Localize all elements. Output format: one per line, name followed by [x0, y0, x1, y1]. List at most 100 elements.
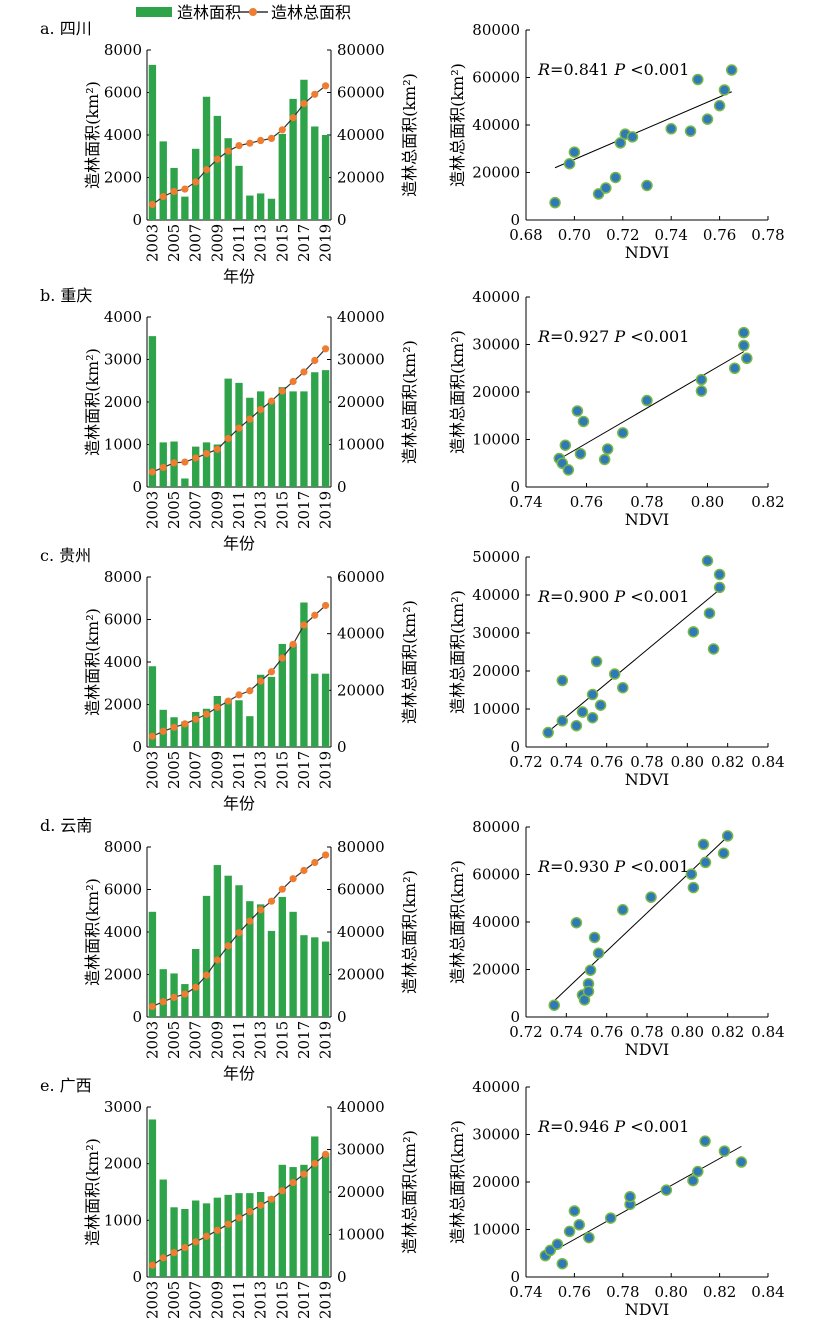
- y2-tick-label: 20000: [337, 681, 385, 699]
- y-axis-label: 造林面积(km²): [83, 1138, 102, 1246]
- bar: [311, 1136, 319, 1277]
- line-point: [289, 114, 297, 122]
- line-point: [321, 82, 330, 90]
- line-point: [192, 178, 200, 186]
- scatter-point: [556, 674, 569, 687]
- scatter-point: [563, 157, 576, 170]
- y2-tick-label: 20000: [337, 169, 385, 187]
- fit-line: [547, 590, 718, 733]
- bar: [148, 911, 157, 1017]
- fit-line: [554, 91, 732, 169]
- bar: [321, 370, 330, 487]
- y-tick-label: 1000: [104, 1211, 142, 1229]
- x-tick-label: 2003: [143, 1021, 161, 1059]
- bar: [300, 602, 308, 747]
- scatter-x-axis-label: NDVI: [625, 510, 669, 529]
- y2-tick-label: 40000: [337, 308, 385, 326]
- line-point: [278, 885, 286, 893]
- line-point: [246, 1207, 254, 1216]
- line-point: [202, 166, 211, 174]
- line-point: [246, 687, 254, 695]
- scatter-y-tick-label: 30000: [472, 1126, 520, 1144]
- scatter-point: [609, 171, 622, 184]
- scatter-panel-1: 0 20000 40000 60000 80000 0.68 0.70 0.72 0.74 0.7…: [448, 21, 785, 262]
- line-point: [235, 424, 243, 432]
- bar: [278, 1164, 286, 1277]
- bar: [181, 984, 189, 1017]
- scatter-point: [692, 1165, 704, 1178]
- scatter-x-tick-label: 0.74: [509, 493, 542, 511]
- bar: [192, 949, 200, 1017]
- line-point: [202, 971, 211, 979]
- y2-axis-label: 造林总面积(km²): [400, 340, 419, 464]
- scatter-x-axis-label: NDVI: [625, 243, 669, 262]
- y-tick-label: 4000: [104, 653, 142, 671]
- scatter-point: [588, 931, 601, 944]
- line-point: [192, 983, 200, 991]
- x-axis-label: 年份: [223, 1064, 255, 1083]
- scatter-point: [551, 1238, 564, 1250]
- x-tick-label: 2011: [230, 1021, 248, 1059]
- line-point: [311, 611, 319, 619]
- line-point: [235, 1214, 243, 1222]
- x-tick-label: 2017: [295, 751, 313, 789]
- scatter-point: [598, 453, 611, 466]
- line-point: [235, 691, 243, 699]
- scatter-point: [707, 643, 720, 655]
- stat-annotation: R=0.841 P <0.001: [537, 60, 689, 79]
- line-point: [181, 990, 189, 998]
- scatter-x-tick-label: 0.72: [509, 753, 542, 771]
- y2-tick-label: 0: [337, 1008, 347, 1026]
- line-point: [321, 851, 330, 859]
- line-point: [257, 1201, 265, 1209]
- scatter-point: [699, 1135, 711, 1147]
- bar: [202, 895, 211, 1017]
- p-value: <0.001: [625, 587, 689, 606]
- line-point: [311, 356, 319, 365]
- y-tick-label: 0: [132, 1268, 142, 1286]
- bar-panel-2: b. 重庆01000200030004000010000200003000040…: [40, 286, 419, 553]
- scatter-point: [721, 830, 734, 842]
- r-value: =0.930: [550, 857, 614, 876]
- scatter-point: [600, 182, 612, 194]
- scatter-x-tick-label: 0.74: [509, 1283, 542, 1301]
- line-point: [148, 732, 157, 740]
- y-tick-label: 4000: [104, 126, 142, 144]
- scatter-x-tick-label: 0.80: [654, 1283, 687, 1301]
- bar: [202, 96, 211, 220]
- line-point: [213, 445, 221, 453]
- line-point: [300, 621, 308, 629]
- scatter-point: [687, 626, 700, 638]
- bar-panel-1: a. 四川02000400060008000020000400006000080…: [40, 19, 419, 286]
- y-tick-label: 0: [132, 211, 142, 229]
- line-point: [257, 136, 265, 145]
- p-label: P: [613, 857, 625, 876]
- bar: [159, 969, 167, 1017]
- line-point: [289, 875, 297, 883]
- scatter-point: [586, 711, 599, 724]
- scatter-point: [685, 868, 698, 880]
- line-point: [170, 993, 178, 1001]
- scatter-y-tick-label: 80000: [472, 21, 520, 39]
- scatter-x-tick-label: 0.78: [751, 226, 784, 244]
- bar: [278, 133, 286, 220]
- panel-title: e. 广西: [40, 1076, 92, 1095]
- line-point: [202, 710, 211, 718]
- x-tick-label: 2013: [252, 224, 270, 262]
- line-point: [235, 929, 243, 937]
- y2-tick-label: 30000: [337, 351, 385, 369]
- bar: [181, 1209, 189, 1277]
- y2-tick-label: 80000: [337, 838, 385, 856]
- x-tick-label: 2005: [165, 1281, 183, 1319]
- bar: [289, 391, 297, 487]
- y-tick-label: 2000: [104, 169, 142, 187]
- line-point: [192, 454, 200, 462]
- y-tick-label: 8000: [104, 568, 142, 586]
- x-tick-label: 2019: [317, 224, 335, 262]
- scatter-y-tick-label: 60000: [472, 69, 520, 87]
- scatter-point: [697, 838, 710, 851]
- bar: [311, 126, 319, 220]
- bar: [213, 696, 222, 747]
- scatter-point: [548, 999, 560, 1011]
- scatter-x-tick-label: 0.78: [630, 493, 663, 511]
